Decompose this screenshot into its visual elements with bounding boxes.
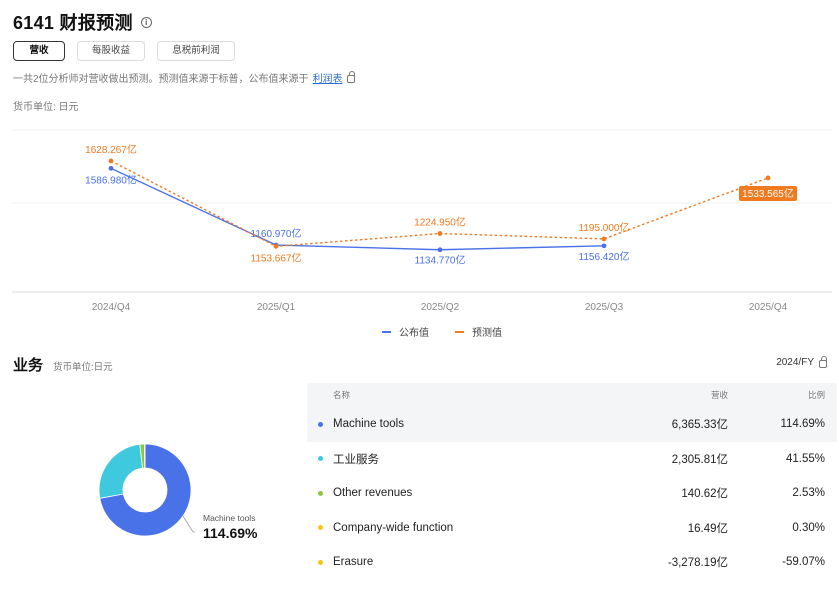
row-ratio: 0.30%	[792, 521, 825, 534]
row-revenue: 140.62亿	[681, 488, 728, 501]
donut-leader-line	[182, 515, 195, 533]
period-label: 2024/FY	[776, 357, 814, 368]
row-name: Company-wide function	[333, 521, 454, 534]
business-table: 名称 营收 比例 Machine tools 6,365.33亿 114.69%…	[307, 383, 837, 580]
row-ratio: -59.07%	[782, 556, 825, 569]
data-point	[437, 231, 443, 236]
data-label: 1224.950亿	[414, 216, 466, 229]
legend-item-reported[interactable]: 公布值	[382, 324, 429, 339]
data-label: 1586.980亿	[85, 173, 137, 186]
table-row[interactable]: Erasure -3,278.19亿 -59.07%	[307, 545, 837, 580]
table-row[interactable]: 工业服务 2,305.81亿 41.55%	[307, 442, 837, 477]
row-name: Erasure	[333, 556, 374, 569]
row-ratio: 41.55%	[785, 452, 825, 465]
donut-slice[interactable]	[98, 443, 143, 499]
data-point	[108, 158, 114, 164]
revenue-line-chart: 2024/Q4 2025/Q1 2025/Q2 2025/Q3 2025/Q4 1586.…	[12, 129, 832, 313]
table-header: 名称 营收 比例	[307, 383, 837, 407]
data-point	[601, 236, 607, 242]
legend-swatch-forecast	[455, 330, 464, 333]
row-name: 工业服务	[333, 453, 379, 466]
business-title: 业务	[13, 357, 44, 374]
row-revenue: 16.49亿	[687, 522, 728, 535]
data-label: 1160.970亿	[251, 227, 302, 240]
income-statement-link[interactable]: 利润表	[312, 74, 343, 85]
data-label: 1153.667亿	[251, 251, 302, 264]
legend-swatch-reported	[382, 330, 391, 333]
x-tick-label: 2025/Q4	[749, 302, 788, 313]
data-label: 1195.000亿	[579, 221, 630, 234]
col-revenue: 营收	[710, 390, 728, 400]
row-revenue: -3,278.19亿	[667, 557, 728, 570]
series-dot	[318, 421, 323, 427]
col-ratio: 比例	[807, 390, 825, 400]
info-circle-icon[interactable]: i	[140, 16, 152, 28]
table-row[interactable]: Other revenues 140.62亿 2.53%	[307, 476, 837, 511]
period-selector[interactable]: 2024/FY	[776, 355, 827, 368]
row-name: Other revenues	[333, 487, 413, 500]
data-point	[437, 247, 443, 253]
chart-legend: 公布值 预测值	[382, 324, 502, 339]
data-label-box	[739, 185, 797, 201]
series-line	[110, 167, 605, 251]
series-dot	[318, 490, 323, 496]
row-revenue: 6,365.33亿	[671, 419, 728, 432]
row-ratio: 114.69%	[780, 418, 825, 431]
table-row[interactable]: Machine tools 6,365.33亿 114.69%	[307, 407, 837, 442]
tab-ebit[interactable]: 息税前利润	[157, 41, 235, 61]
data-point	[601, 243, 607, 249]
source-note: 一共2位分析师对营收做出预测。预测值来源于标普，公布值来源于 利润表	[13, 70, 355, 85]
table-row[interactable]: Company-wide function 16.49亿 0.30%	[307, 511, 837, 546]
legend-label-forecast: 预测值	[472, 328, 502, 339]
col-name: 名称	[333, 390, 351, 400]
x-tick-label: 2025/Q3	[585, 302, 624, 313]
row-ratio: 2.53%	[792, 487, 825, 500]
data-label: 1533.565亿	[742, 187, 794, 200]
data-label: 1134.770亿	[415, 254, 466, 267]
legend-label-reported: 公布值	[399, 328, 429, 339]
donut-slice[interactable]	[99, 443, 192, 537]
row-name: Machine tools	[333, 418, 404, 431]
lock-icon	[346, 70, 355, 83]
series-dot	[318, 456, 323, 462]
business-donut-chart	[98, 443, 195, 537]
data-label: 1628.267亿	[85, 143, 137, 156]
title-row: 6141 财报预测 i	[13, 9, 152, 35]
tab-revenue[interactable]: 营收	[13, 41, 65, 61]
x-tick-label: 2025/Q2	[421, 302, 460, 313]
donut-caption-percent: 114.69%	[203, 525, 258, 541]
data-label: 1156.420亿	[579, 250, 630, 263]
x-tick-label: 2024/Q4	[92, 302, 131, 313]
data-point	[273, 243, 279, 249]
page-title: 6141 财报预测	[13, 13, 133, 33]
tab-eps[interactable]: 每股收益	[77, 41, 145, 61]
currency-unit: 货币单位: 日元	[13, 102, 79, 113]
series-dot	[318, 559, 323, 565]
business-header: 业务 货币单位:日元	[13, 354, 113, 375]
data-point	[108, 165, 114, 171]
series-dot	[318, 525, 323, 531]
row-revenue: 2,305.81亿	[671, 453, 728, 466]
donut-caption-name: Machine tools	[203, 513, 256, 523]
donut-caption: Machine tools 114.69%	[203, 513, 258, 541]
source-note-text: 一共2位分析师对营收做出预测。预测值来源于标普，公布值来源于	[13, 74, 309, 85]
business-currency: 货币单位:日元	[53, 362, 113, 373]
legend-item-forecast[interactable]: 预测值	[455, 324, 502, 339]
metric-tabs: 营收 每股收益 息税前利润	[13, 41, 235, 61]
x-tick-label: 2025/Q1	[257, 302, 296, 313]
lock-icon	[819, 355, 827, 368]
data-point	[765, 175, 771, 181]
donut-slice[interactable]	[144, 443, 146, 469]
